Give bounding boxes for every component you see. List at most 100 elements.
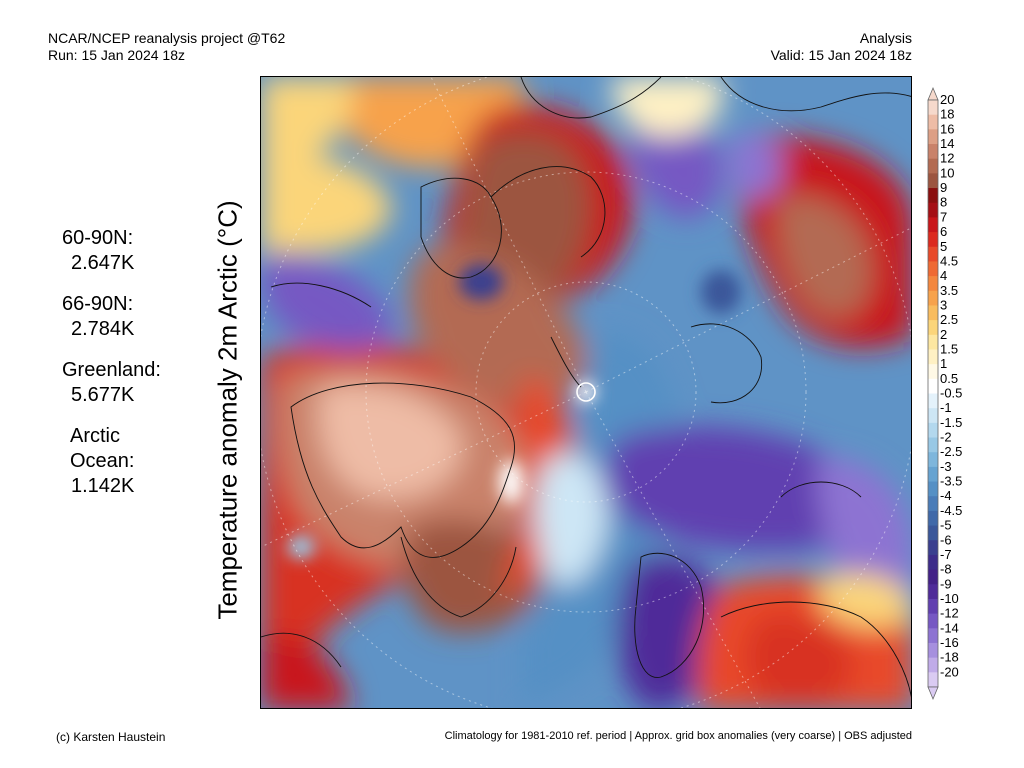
colorbar-swatch [928, 261, 938, 277]
colorbar-label: 6 [940, 224, 947, 239]
colorbar-label: 2 [940, 327, 947, 342]
colorbar-label: 12 [940, 151, 954, 166]
colorbar-label: 4.5 [940, 253, 958, 268]
colorbar-label: 1.5 [940, 341, 958, 356]
colorbar-swatch [928, 613, 938, 629]
colorbar-label: 10 [940, 165, 954, 180]
stat-66-90n: 66-90N: 2.784K [62, 292, 161, 342]
colorbar-swatch [928, 452, 938, 468]
colorbar-label: 20 [940, 92, 954, 107]
colorbar-label: -1 [940, 400, 952, 415]
colorbar-bottom-arrow [927, 686, 939, 701]
colorbar-label: -6 [940, 532, 952, 547]
colorbar-top-arrow [927, 86, 939, 101]
colorbar-swatch [928, 173, 938, 189]
stat-value: 2.647K [71, 252, 135, 274]
copyright: (c) Karsten Haustein [56, 730, 166, 744]
colorbar-swatch [928, 657, 938, 673]
colorbar-swatch [928, 158, 938, 174]
colorbar-label: 3.5 [940, 283, 958, 298]
stat-label: Ocean: [70, 450, 135, 472]
colorbar-swatch [928, 408, 938, 424]
colorbar-label: -16 [940, 635, 959, 650]
colorbar-swatch [928, 554, 938, 571]
colorbar-label: 1 [940, 356, 947, 371]
stat-arctic-ocean: Arctic Ocean: 1.142K [62, 424, 161, 499]
colorbar-label: 3 [940, 297, 947, 312]
colorbar-label: -3 [940, 459, 952, 474]
colorbar-label: -18 [940, 650, 959, 665]
colorbar-swatch [928, 569, 938, 585]
colorbar-label: 5 [940, 239, 947, 254]
colorbar-swatch [928, 349, 938, 365]
colorbar-swatch [928, 144, 938, 160]
colorbar-swatch [928, 672, 938, 688]
colorbar-label: 9 [940, 180, 947, 195]
colorbar-swatch [928, 540, 938, 556]
colorbar-swatch [928, 276, 938, 292]
colorbar-swatch [928, 378, 938, 394]
colorbar-swatch [928, 202, 938, 218]
colorbar-label: -3.5 [940, 474, 962, 489]
colorbar-swatch [928, 422, 938, 439]
colorbar-label: -5 [940, 518, 952, 533]
colorbar-label: -14 [940, 620, 959, 635]
colorbar-label: 2.5 [940, 312, 958, 327]
map-title: Temperature anomaly 2m Arctic (°C) [212, 200, 243, 620]
colorbar-label: -2 [940, 430, 952, 445]
climatology-note: Climatology for 1981-2010 ref. period | … [444, 730, 912, 742]
colorbar-swatch [928, 598, 938, 615]
model-title: NCAR/NCEP reanalysis project @T62 [48, 30, 286, 46]
colorbar-label: -20 [940, 664, 959, 679]
colorbar-label: -8 [940, 562, 952, 577]
colorbar-swatch [928, 481, 938, 497]
stat-label: Arctic [70, 425, 120, 447]
colorbar-swatch [928, 525, 938, 541]
colorbar-swatch [928, 584, 938, 600]
header-right: Analysis Valid: 15 Jan 2024 18z [771, 30, 912, 64]
colorbar-swatch [928, 129, 938, 145]
colorbar-label: 16 [940, 121, 954, 136]
colorbar-swatch [928, 393, 938, 409]
colorbar-label: -4 [940, 488, 952, 503]
colorbar-label: 7 [940, 209, 947, 224]
colorbar-label: -2.5 [940, 444, 962, 459]
colorbar-label: -10 [940, 591, 959, 606]
regional-stats: 60-90N: 2.647K 66-90N: 2.784K Greenland:… [62, 226, 161, 515]
colorbar-swatch [928, 642, 938, 659]
colorbar-swatch [928, 232, 938, 248]
stat-label: Greenland: [62, 359, 161, 381]
anomaly-map [260, 76, 912, 709]
colorbar-swatch [928, 496, 938, 512]
colorbar-svg: 201816141210987654.543.532.521.510.5-0.5… [927, 86, 962, 701]
colorbar-label: -4.5 [940, 503, 962, 518]
colorbar-swatch [928, 188, 938, 204]
colorbar-swatch [928, 510, 938, 527]
stat-60-90n: 60-90N: 2.647K [62, 226, 161, 276]
colorbar: 20 18 16 14 12 10 9 8 7 6 5 4.5 4 3.5 3 2.5 2 1.5 1 0.5 -0.5… [925, 86, 962, 701]
colorbar-swatch [928, 305, 938, 321]
stat-label: 66-90N: [62, 293, 134, 315]
colorbar-swatch [928, 246, 938, 262]
colorbar-swatch [928, 334, 938, 350]
colorbar-swatch [928, 320, 938, 336]
colorbar-swatch [928, 437, 938, 453]
colorbar-swatch [928, 100, 938, 116]
colorbar-label: 0.5 [940, 371, 958, 386]
colorbar-label: -12 [940, 606, 959, 621]
colorbar-swatch [928, 364, 938, 380]
colorbar-label: -1.5 [940, 415, 962, 430]
colorbar-label: 4 [940, 268, 947, 283]
colorbar-swatch [928, 628, 938, 644]
colorbar-label: -0.5 [940, 386, 962, 401]
colorbar-label: 18 [940, 107, 954, 122]
colorbar-label: 8 [940, 195, 947, 210]
stat-value: 1.142K [71, 475, 135, 497]
stat-label: 60-90N: [62, 227, 134, 249]
run-time: Run: 15 Jan 2024 18z [48, 47, 185, 63]
colorbar-swatch [928, 290, 938, 306]
stat-greenland: Greenland: 5.677K [62, 358, 161, 408]
colorbar-label: -7 [940, 547, 952, 562]
colorbar-swatch [928, 466, 938, 483]
header-left: NCAR/NCEP reanalysis project @T62 Run: 1… [48, 30, 285, 64]
